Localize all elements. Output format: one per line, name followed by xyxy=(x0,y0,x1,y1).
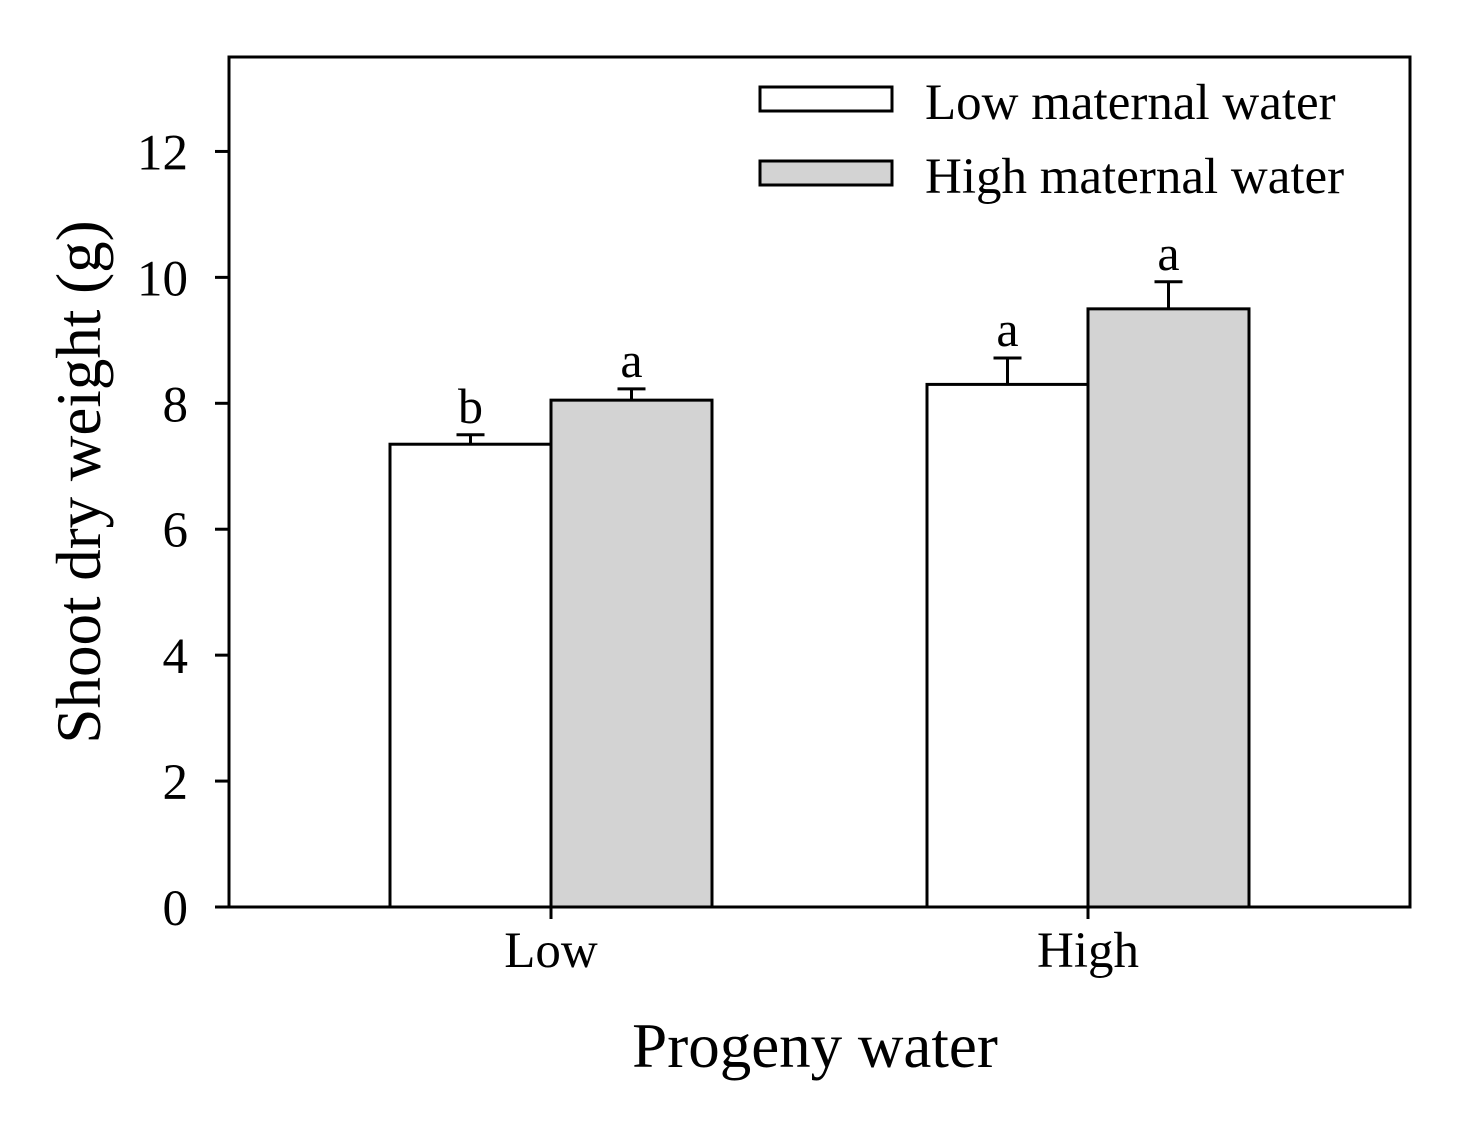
bar-low-high-maternal xyxy=(549,398,714,909)
x-tick-label-low: Low xyxy=(504,923,598,979)
y-tick-label-10: 10 xyxy=(137,251,188,307)
y-tick-label-0: 0 xyxy=(163,881,189,937)
y-axis-label: Shoot dry weight (g) xyxy=(44,220,114,743)
significance-letter-high-high-maternal: a xyxy=(1157,225,1179,281)
legend-label-low-maternal: Low maternal water xyxy=(925,75,1336,131)
error-bars-layer xyxy=(456,280,1183,445)
y-tick-label-12: 12 xyxy=(137,125,188,181)
bar-low-low-maternal xyxy=(388,442,553,909)
y-axis: 0 2 4 6 8 10 12 xyxy=(137,125,229,937)
legend-label-high-maternal: High maternal water xyxy=(925,149,1344,205)
significance-letter-low-high-maternal: a xyxy=(620,332,642,388)
significance-letter-high-low-maternal: a xyxy=(996,301,1018,357)
y-tick-label-6: 6 xyxy=(163,503,189,559)
bar-high-high-maternal xyxy=(1086,307,1251,909)
x-axis-label: Progeny water xyxy=(632,1011,998,1081)
plot-frame xyxy=(227,55,1412,909)
legend-swatch-high-maternal xyxy=(758,159,894,187)
y-tick-label-4: 4 xyxy=(163,629,189,685)
x-tick-label-high: High xyxy=(1037,923,1139,979)
x-axis: Low High xyxy=(504,907,1139,979)
significance-letter-low-low-maternal: b xyxy=(458,378,483,434)
y-tick-label-8: 8 xyxy=(163,377,189,433)
bars-layer xyxy=(388,307,1251,909)
legend: Low maternal water High maternal water xyxy=(758,75,1344,205)
legend-swatch-low-maternal xyxy=(758,85,894,113)
significance-letters-layer: b a a a xyxy=(458,225,1180,434)
y-tick-label-2: 2 xyxy=(163,755,189,811)
bar-high-low-maternal xyxy=(925,382,1090,909)
